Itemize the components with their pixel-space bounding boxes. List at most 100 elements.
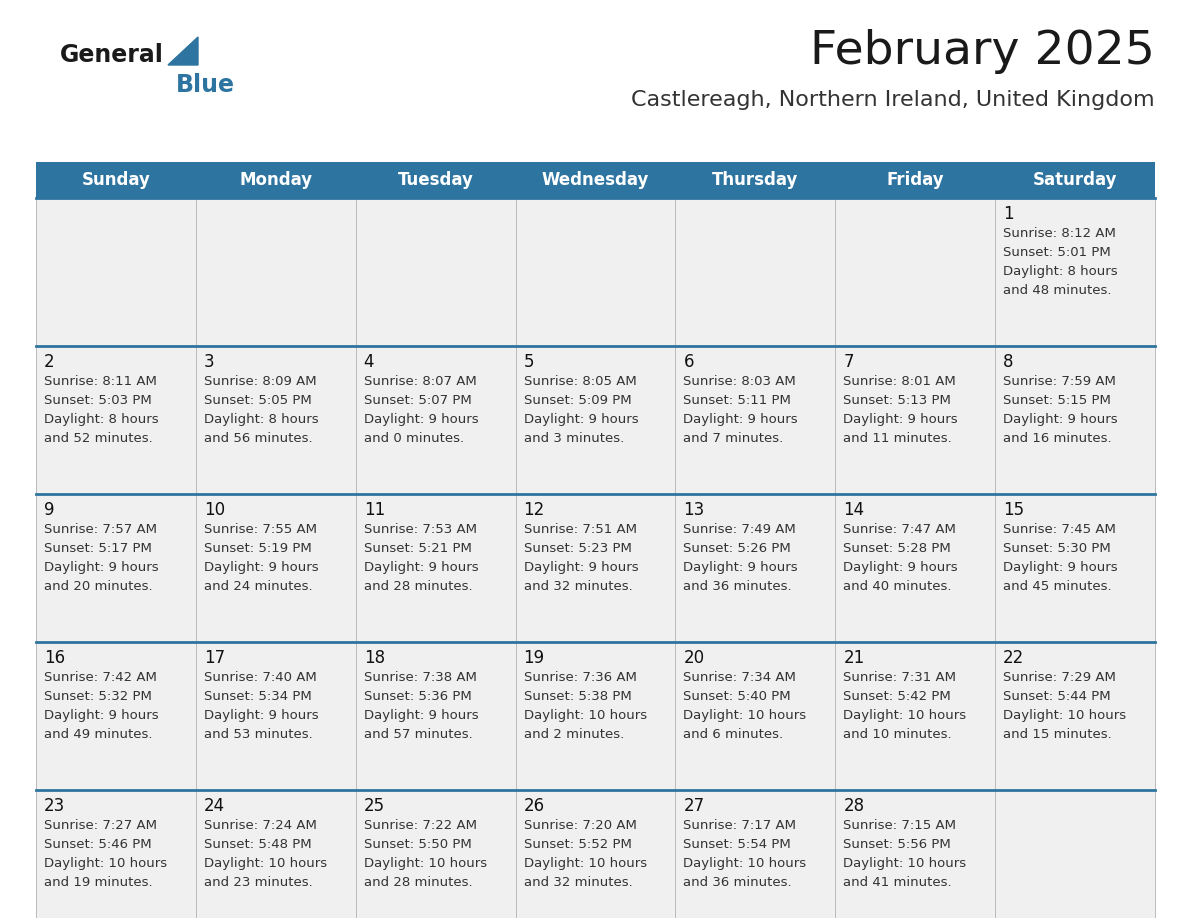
Text: Sunrise: 7:36 AM: Sunrise: 7:36 AM: [524, 671, 637, 684]
Text: and 11 minutes.: and 11 minutes.: [843, 432, 952, 445]
Text: Daylight: 8 hours: Daylight: 8 hours: [1003, 265, 1118, 278]
Text: 28: 28: [843, 797, 865, 815]
Bar: [996, 494, 1155, 642]
Text: Daylight: 9 hours: Daylight: 9 hours: [364, 413, 479, 426]
Text: Sunset: 5:03 PM: Sunset: 5:03 PM: [44, 394, 152, 407]
Text: Sunset: 5:05 PM: Sunset: 5:05 PM: [204, 394, 311, 407]
Text: Daylight: 9 hours: Daylight: 9 hours: [204, 709, 318, 722]
Text: and 49 minutes.: and 49 minutes.: [44, 728, 152, 741]
Text: Daylight: 10 hours: Daylight: 10 hours: [843, 857, 966, 870]
Text: 14: 14: [843, 501, 865, 519]
Text: Sunset: 5:40 PM: Sunset: 5:40 PM: [683, 690, 791, 703]
Text: and 15 minutes.: and 15 minutes.: [1003, 728, 1112, 741]
Text: Sunrise: 7:45 AM: Sunrise: 7:45 AM: [1003, 523, 1116, 536]
Text: 21: 21: [843, 649, 865, 667]
Text: Sunrise: 7:29 AM: Sunrise: 7:29 AM: [1003, 671, 1116, 684]
Text: Sunrise: 8:11 AM: Sunrise: 8:11 AM: [44, 375, 157, 388]
Bar: [676, 162, 835, 198]
Text: Sunset: 5:23 PM: Sunset: 5:23 PM: [524, 542, 632, 555]
Text: 12: 12: [524, 501, 545, 519]
Text: 15: 15: [1003, 501, 1024, 519]
Text: Sunset: 5:42 PM: Sunset: 5:42 PM: [843, 690, 952, 703]
Text: 8: 8: [1003, 353, 1013, 371]
Text: Sunset: 5:09 PM: Sunset: 5:09 PM: [524, 394, 631, 407]
Text: and 20 minutes.: and 20 minutes.: [44, 580, 152, 593]
Text: and 56 minutes.: and 56 minutes.: [204, 432, 312, 445]
Text: Sunset: 5:21 PM: Sunset: 5:21 PM: [364, 542, 472, 555]
Text: Daylight: 10 hours: Daylight: 10 hours: [1003, 709, 1126, 722]
Bar: [835, 494, 996, 642]
Text: Sunrise: 8:07 AM: Sunrise: 8:07 AM: [364, 375, 476, 388]
Text: Sunset: 5:32 PM: Sunset: 5:32 PM: [44, 690, 152, 703]
Text: and 3 minutes.: and 3 minutes.: [524, 432, 624, 445]
Text: 18: 18: [364, 649, 385, 667]
Text: Sunrise: 7:57 AM: Sunrise: 7:57 AM: [44, 523, 157, 536]
Text: Daylight: 9 hours: Daylight: 9 hours: [683, 413, 798, 426]
Text: Sunset: 5:50 PM: Sunset: 5:50 PM: [364, 838, 472, 851]
Text: 17: 17: [204, 649, 225, 667]
Text: and 2 minutes.: and 2 minutes.: [524, 728, 624, 741]
Text: and 32 minutes.: and 32 minutes.: [524, 876, 632, 889]
Text: Daylight: 8 hours: Daylight: 8 hours: [44, 413, 159, 426]
Text: and 36 minutes.: and 36 minutes.: [683, 580, 792, 593]
Bar: [196, 198, 355, 346]
Text: Sunset: 5:19 PM: Sunset: 5:19 PM: [204, 542, 311, 555]
Text: Daylight: 10 hours: Daylight: 10 hours: [683, 857, 807, 870]
Bar: [996, 198, 1155, 346]
Bar: [36, 494, 196, 642]
Text: Sunrise: 7:34 AM: Sunrise: 7:34 AM: [683, 671, 796, 684]
Text: Daylight: 9 hours: Daylight: 9 hours: [1003, 413, 1118, 426]
Text: and 53 minutes.: and 53 minutes.: [204, 728, 312, 741]
Bar: [355, 642, 516, 790]
Bar: [516, 494, 676, 642]
Text: Sunset: 5:11 PM: Sunset: 5:11 PM: [683, 394, 791, 407]
Text: 11: 11: [364, 501, 385, 519]
Text: and 52 minutes.: and 52 minutes.: [44, 432, 153, 445]
Text: Daylight: 9 hours: Daylight: 9 hours: [1003, 561, 1118, 574]
Text: 9: 9: [44, 501, 55, 519]
Bar: [36, 198, 196, 346]
Text: and 23 minutes.: and 23 minutes.: [204, 876, 312, 889]
Text: Saturday: Saturday: [1032, 171, 1118, 189]
Text: Sunrise: 8:03 AM: Sunrise: 8:03 AM: [683, 375, 796, 388]
Text: and 0 minutes.: and 0 minutes.: [364, 432, 463, 445]
Bar: [355, 198, 516, 346]
Bar: [676, 346, 835, 494]
Text: 13: 13: [683, 501, 704, 519]
Bar: [835, 346, 996, 494]
Text: Sunset: 5:38 PM: Sunset: 5:38 PM: [524, 690, 631, 703]
Text: Daylight: 10 hours: Daylight: 10 hours: [524, 709, 646, 722]
Text: Daylight: 10 hours: Daylight: 10 hours: [364, 857, 487, 870]
Text: Sunset: 5:46 PM: Sunset: 5:46 PM: [44, 838, 152, 851]
Text: Sunrise: 7:22 AM: Sunrise: 7:22 AM: [364, 819, 476, 832]
Text: 19: 19: [524, 649, 544, 667]
Bar: [355, 346, 516, 494]
Text: General: General: [61, 43, 164, 67]
Text: Sunset: 5:34 PM: Sunset: 5:34 PM: [204, 690, 311, 703]
Bar: [516, 346, 676, 494]
Text: Sunset: 5:30 PM: Sunset: 5:30 PM: [1003, 542, 1111, 555]
Text: and 57 minutes.: and 57 minutes.: [364, 728, 473, 741]
Text: Sunrise: 8:09 AM: Sunrise: 8:09 AM: [204, 375, 316, 388]
Text: Daylight: 10 hours: Daylight: 10 hours: [524, 857, 646, 870]
Bar: [355, 494, 516, 642]
Text: Sunrise: 8:01 AM: Sunrise: 8:01 AM: [843, 375, 956, 388]
Bar: [196, 642, 355, 790]
Text: and 40 minutes.: and 40 minutes.: [843, 580, 952, 593]
Text: Sunset: 5:54 PM: Sunset: 5:54 PM: [683, 838, 791, 851]
Text: Sunset: 5:52 PM: Sunset: 5:52 PM: [524, 838, 632, 851]
Text: Sunrise: 7:53 AM: Sunrise: 7:53 AM: [364, 523, 476, 536]
Text: Thursday: Thursday: [712, 171, 798, 189]
Text: 24: 24: [204, 797, 225, 815]
Text: and 48 minutes.: and 48 minutes.: [1003, 284, 1112, 297]
Text: Monday: Monday: [239, 171, 312, 189]
Text: Sunrise: 8:05 AM: Sunrise: 8:05 AM: [524, 375, 637, 388]
Text: and 7 minutes.: and 7 minutes.: [683, 432, 784, 445]
Text: 23: 23: [44, 797, 65, 815]
Text: Daylight: 9 hours: Daylight: 9 hours: [524, 561, 638, 574]
Text: Daylight: 9 hours: Daylight: 9 hours: [843, 413, 958, 426]
Text: Sunset: 5:07 PM: Sunset: 5:07 PM: [364, 394, 472, 407]
Text: 10: 10: [204, 501, 225, 519]
Text: 2: 2: [44, 353, 55, 371]
Text: and 19 minutes.: and 19 minutes.: [44, 876, 152, 889]
